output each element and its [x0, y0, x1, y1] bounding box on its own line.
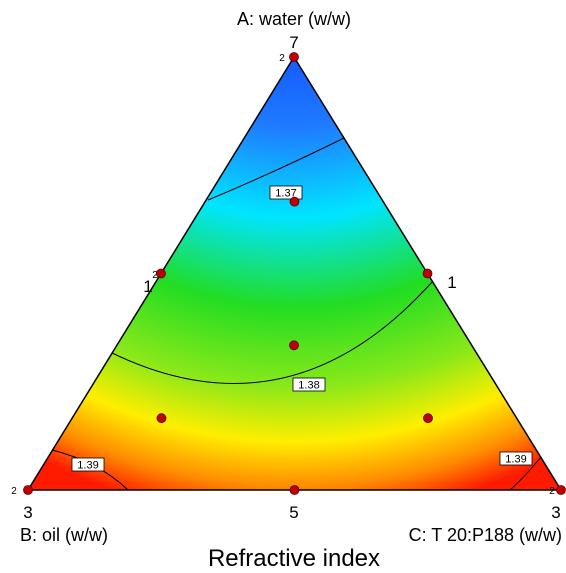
edge-left-replicates: 2	[152, 270, 158, 281]
edge-right-value: 1	[447, 273, 456, 292]
contour-label-1.38-text: 1.38	[298, 380, 319, 392]
contour-label-1.39-left-text: 1.39	[77, 460, 98, 472]
contour-label-1.37: 1.37	[270, 186, 302, 200]
design-point-10	[424, 414, 433, 423]
design-point-4	[157, 269, 166, 278]
design-point-7	[290, 341, 299, 350]
design-point-3	[557, 486, 566, 495]
design-point-9	[157, 414, 166, 423]
contour-label-1.38: 1.38	[293, 378, 325, 392]
design-point-8	[290, 197, 299, 206]
vertex-c-label: C: T 20:P188 (w/w)	[409, 525, 562, 545]
vertex-a-label: A: water (w/w)	[237, 9, 351, 29]
contour-label-1.39-right: 1.39	[500, 452, 532, 466]
response-surface	[28, 57, 561, 490]
chart-title: Refractive index	[208, 545, 380, 572]
vertex-c-replicates: 2	[549, 486, 555, 497]
contour-label-1.39-right-text: 1.39	[505, 454, 526, 466]
design-point-6	[290, 486, 299, 495]
vertex-c-value: 3	[551, 503, 560, 522]
vertex-b-label: B: oil (w/w)	[20, 525, 108, 545]
vertex-a-value: 7	[289, 33, 298, 52]
design-point-2	[24, 486, 33, 495]
design-point-1	[290, 53, 299, 62]
vertex-a-replicates: 2	[279, 53, 285, 64]
vertex-b-value: 3	[23, 503, 32, 522]
edge-bottom-value: 5	[289, 503, 298, 522]
design-point-5	[423, 269, 432, 278]
contour-label-1.39-left: 1.39	[72, 458, 104, 472]
vertex-b-replicates: 2	[11, 486, 17, 497]
